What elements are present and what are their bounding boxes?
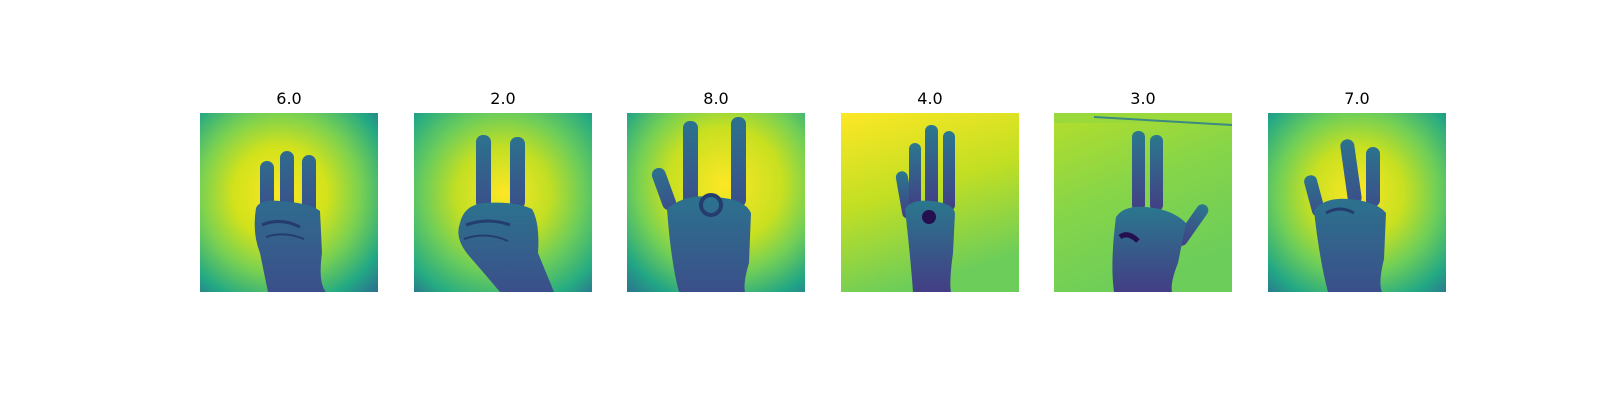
panel-title: 2.0 bbox=[490, 89, 516, 108]
panel-title: 3.0 bbox=[1130, 89, 1156, 108]
hand-sign-image bbox=[627, 113, 805, 292]
image-panel-2: 2.0 bbox=[414, 88, 592, 292]
image-panel-3: 8.0 bbox=[627, 88, 805, 292]
hand-sign-image bbox=[841, 113, 1019, 292]
hand-sign-image bbox=[200, 113, 378, 292]
image-panel-5: 3.0 bbox=[1054, 88, 1232, 292]
panel-title: 4.0 bbox=[917, 89, 943, 108]
hand-sign-image bbox=[1054, 113, 1232, 292]
panel-title: 6.0 bbox=[276, 89, 302, 108]
panel-title: 8.0 bbox=[703, 89, 729, 108]
image-panel-4: 4.0 bbox=[841, 88, 1019, 292]
hand-sign-image bbox=[1268, 113, 1446, 292]
image-panel-1: 6.0 bbox=[200, 88, 378, 292]
panel-title: 7.0 bbox=[1344, 89, 1370, 108]
image-panel-6: 7.0 bbox=[1268, 88, 1446, 292]
hand-sign-image bbox=[414, 113, 592, 292]
